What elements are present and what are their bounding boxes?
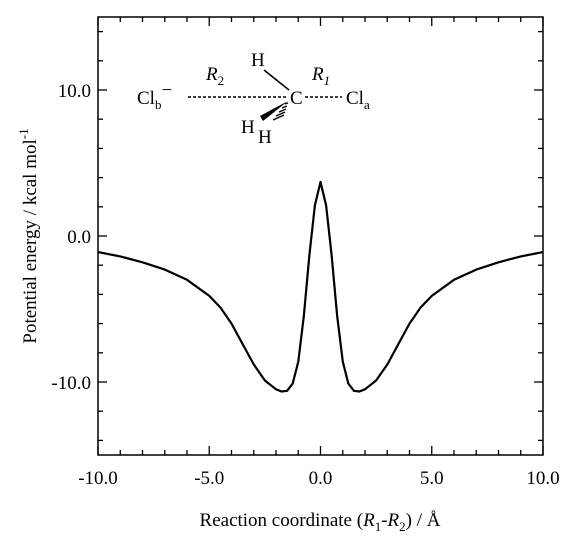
cl-a-label: Cla [346,88,370,112]
bond-ch-top [263,69,290,91]
y-tick-label: 10.0 [58,81,91,102]
axis-tick-labels: -10.0 -5.0 0.0 5.0 10.0 -10.0 0.0 10.0 [51,81,559,489]
y-tick-label: -10.0 [51,373,91,394]
x-tick-label: 5.0 [420,468,444,489]
r1-label: R1 [311,64,330,88]
axis-ticks [97,17,544,455]
x-tick-label: 0.0 [309,468,333,489]
x-tick-label: -10.0 [78,468,118,489]
wedge-bond [260,101,288,121]
cl-b-label: Clb− [137,80,172,112]
h-top-label: H [251,50,265,71]
molecule-diagram: Clb− R2 C R1 Cla H H H [137,50,370,148]
r2-label: R2 [205,64,224,88]
hash-bond [272,102,289,121]
h-left-label: H [241,117,255,138]
x-tick-label: 10.0 [526,468,559,489]
h-right-label: H [258,127,272,148]
x-axis-title: Reaction coordinate (R1-R2) / Å [200,510,441,534]
x-tick-label: -5.0 [194,468,224,489]
y-axis-title: Potential energy / kcal mol-1 [16,128,41,343]
y-tick-label: 0.0 [67,227,91,248]
series-line [97,180,544,393]
carbon-label: C [290,88,303,109]
